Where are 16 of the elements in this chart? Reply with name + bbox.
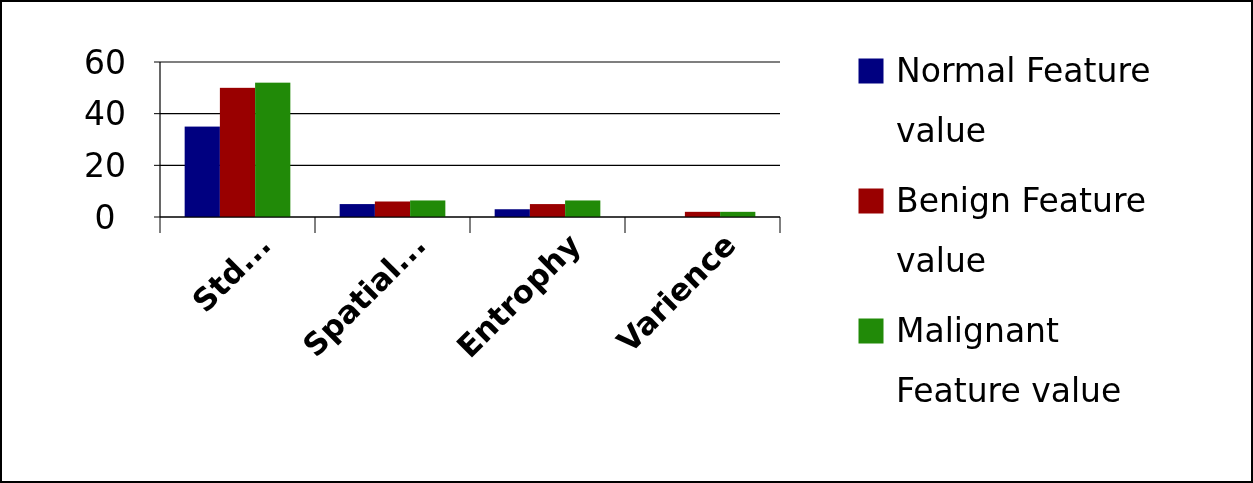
legend-label: Benign Feature value [896,181,1147,280]
bar [565,200,601,217]
y-tick-label: 40 [84,94,126,134]
y-tick-label: 0 [94,197,116,237]
bar [219,87,256,217]
bar [255,82,291,217]
bar [374,201,411,217]
bar [529,204,566,217]
y-tick-label: 60 [84,42,126,82]
bar [339,204,375,217]
legend-label: Malignant Feature value [896,311,1122,410]
legend-label: Normal Feature value [896,51,1151,150]
bar [410,200,446,217]
y-tick-label: 20 [84,145,126,185]
bar [184,126,220,217]
bar [494,209,530,217]
